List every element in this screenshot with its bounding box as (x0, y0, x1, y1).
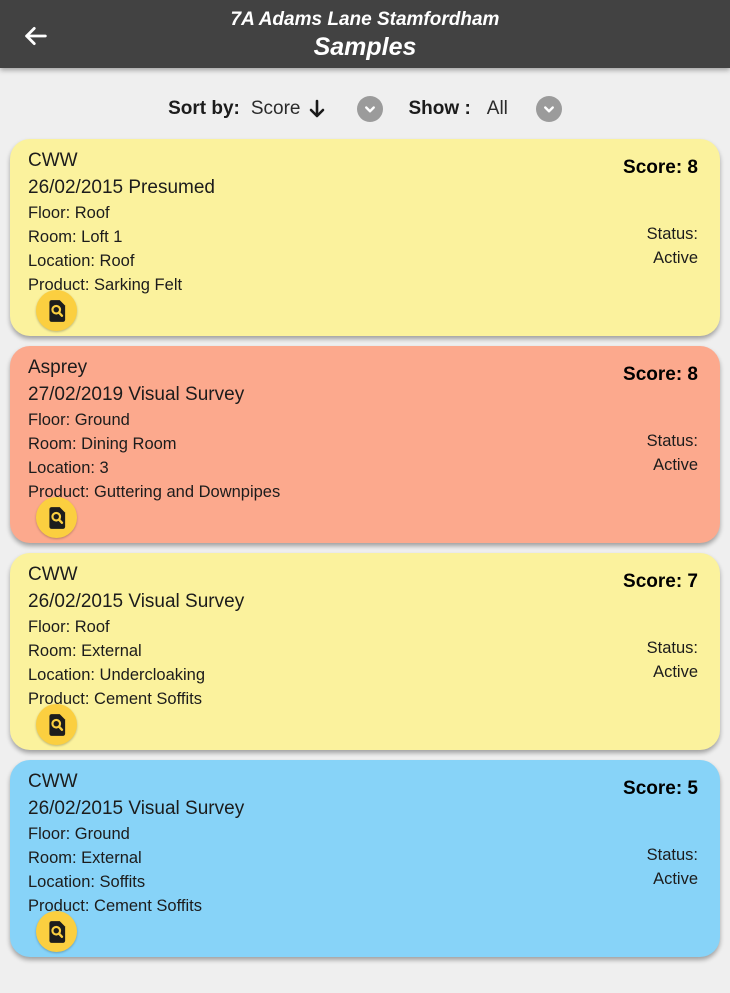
sort-value[interactable]: Score (250, 98, 301, 119)
document-search-button[interactable] (36, 704, 77, 745)
sample-details: Asprey 27/02/2019 Visual Survey Floor: G… (10, 346, 720, 504)
show-label: Show : (408, 98, 471, 119)
status-value: Active (653, 870, 698, 888)
sort-direction-arrow-icon[interactable] (305, 97, 329, 121)
status-label: Status: (646, 639, 698, 657)
status-value: Active (653, 456, 698, 474)
sample-surveyor: CWW (28, 771, 78, 792)
sample-product: Product: Cement Soffits (28, 690, 202, 708)
sample-status: Status: Active (647, 222, 698, 270)
sort-filter-bar: Sort by: Score Show : All (0, 92, 730, 126)
sample-product: Product: Sarking Felt (28, 276, 183, 294)
sample-room: Room: Dining Room (28, 435, 177, 453)
sample-product: Product: Guttering and Downpipes (28, 483, 281, 501)
sample-card[interactable]: Asprey 27/02/2019 Visual Survey Floor: G… (10, 346, 720, 543)
sample-status: Status: Active (647, 843, 698, 891)
status-label: Status: (646, 846, 698, 864)
chevron-down-icon (364, 106, 375, 113)
sample-surveyor: CWW (28, 150, 78, 171)
sample-score: Score: 8 (623, 157, 698, 178)
sample-date-type: 26/02/2015 Visual Survey (28, 798, 245, 819)
sample-location: Location: Soffits (28, 873, 146, 891)
document-search-button[interactable] (36, 290, 77, 331)
sample-product: Product: Cement Soffits (28, 897, 202, 915)
sort-by-label: Sort by: (168, 98, 240, 119)
document-search-button[interactable] (36, 911, 77, 952)
sample-date-type: 26/02/2015 Presumed (28, 177, 215, 198)
sample-card[interactable]: CWW 26/02/2015 Presumed Floor: Roof Room… (10, 139, 720, 336)
sample-floor: Floor: Ground (28, 825, 130, 843)
sample-score: Score: 5 (623, 778, 698, 799)
sample-status: Status: Active (647, 429, 698, 477)
page-title: 7A Adams Lane Stamfordham (230, 8, 500, 30)
back-arrow-icon (25, 27, 47, 45)
app-header: 7A Adams Lane Stamfordham Samples (0, 0, 730, 68)
status-value: Active (653, 663, 698, 681)
sample-surveyor: CWW (28, 564, 78, 585)
sample-floor: Floor: Ground (28, 411, 130, 429)
status-value: Active (653, 249, 698, 267)
document-search-icon (48, 713, 65, 736)
show-value[interactable]: All (486, 98, 508, 119)
sample-card[interactable]: CWW 26/02/2015 Visual Survey Floor: Grou… (10, 760, 720, 957)
show-dropdown-button[interactable] (535, 96, 562, 122)
sample-floor: Floor: Roof (28, 618, 110, 636)
back-button[interactable] (14, 14, 58, 58)
document-search-icon (48, 299, 65, 322)
sample-details: CWW 26/02/2015 Visual Survey Floor: Grou… (10, 760, 720, 918)
sample-status: Status: Active (647, 636, 698, 684)
sort-dropdown-button[interactable] (356, 96, 383, 122)
sample-room: Room: Loft 1 (28, 228, 123, 246)
status-label: Status: (646, 225, 698, 243)
document-search-icon (48, 920, 65, 943)
sample-location: Location: Roof (28, 252, 135, 270)
sample-details: CWW 26/02/2015 Presumed Floor: Roof Room… (10, 139, 720, 297)
sample-date-type: 27/02/2019 Visual Survey (28, 384, 245, 405)
sample-score: Score: 7 (623, 571, 698, 592)
sample-score: Score: 8 (623, 364, 698, 385)
sample-details: CWW 26/02/2015 Visual Survey Floor: Roof… (10, 553, 720, 711)
sample-surveyor: Asprey (28, 357, 88, 378)
sample-floor: Floor: Roof (28, 204, 110, 222)
header-titles: 7A Adams Lane Stamfordham Samples (231, 7, 500, 62)
sample-room: Room: External (28, 849, 142, 867)
sample-location: Location: Undercloaking (28, 666, 206, 684)
sample-room: Room: External (28, 642, 142, 660)
document-search-button[interactable] (36, 497, 77, 538)
sample-location: Location: 3 (28, 459, 109, 477)
page-subtitle: Samples (313, 32, 417, 61)
document-search-icon (48, 506, 65, 529)
sample-date-type: 26/02/2015 Visual Survey (28, 591, 245, 612)
sample-card-list: CWW 26/02/2015 Presumed Floor: Roof Room… (10, 139, 720, 957)
sample-card[interactable]: CWW 26/02/2015 Visual Survey Floor: Roof… (10, 553, 720, 750)
status-label: Status: (646, 432, 698, 450)
chevron-down-icon (543, 106, 554, 113)
